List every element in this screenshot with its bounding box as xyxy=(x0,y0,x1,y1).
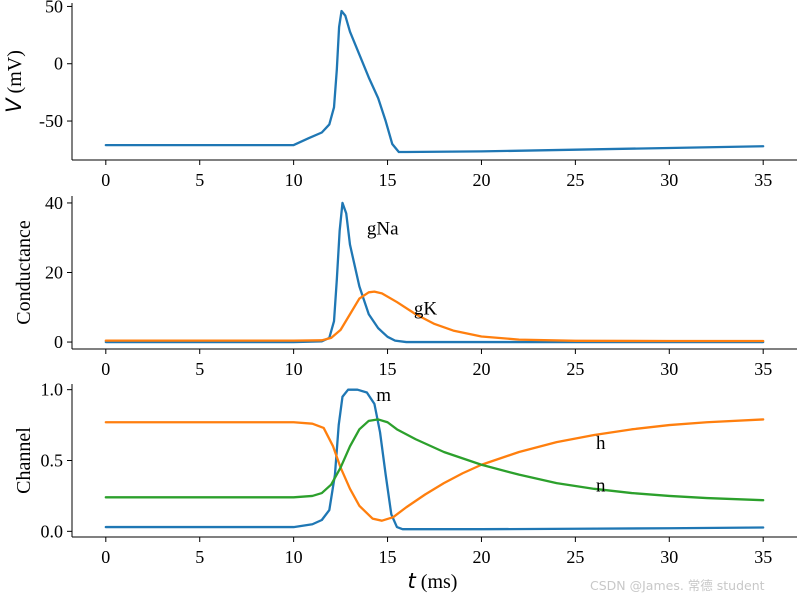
x-tick-label: 30 xyxy=(660,547,678,567)
x-tick-label: 0 xyxy=(101,170,110,190)
x-tick-label: 10 xyxy=(285,547,303,567)
panel-2: 0 5 10 15 20 25 30 35 0 20 40 gNa gK Conductance xyxy=(13,193,797,379)
y-axis-label: V (mV) xyxy=(2,50,26,113)
series-line-1 xyxy=(104,9,765,154)
x-tick-label: 30 xyxy=(660,170,678,190)
x-tick-label: 0 xyxy=(101,547,110,567)
series-label-gk: gK xyxy=(414,298,438,319)
series-line-gk xyxy=(104,290,765,343)
y-tick-label: 1.0 xyxy=(41,380,64,400)
x-tick-label: 15 xyxy=(379,170,397,190)
y-tick-label: 0 xyxy=(54,332,63,352)
x-tick-label: 20 xyxy=(472,547,490,567)
x-tick-label: 30 xyxy=(660,359,678,379)
series-label-m: m xyxy=(376,385,391,406)
y-axis-label-unit: (mV) xyxy=(4,50,26,98)
y-tick-label: 20 xyxy=(45,263,63,283)
x-tick-label: 0 xyxy=(101,359,110,379)
x-tick-label: 5 xyxy=(195,359,204,379)
x-tick-label: 15 xyxy=(379,359,397,379)
x-tick-label: 25 xyxy=(566,547,584,567)
x-tick-label: 10 xyxy=(285,359,303,379)
panel-1: 0 5 10 15 20 25 30 35 50 0 -50 V (mV) xyxy=(2,0,797,190)
y-axis-label: Channel xyxy=(13,427,35,494)
y-tick-label: 50 xyxy=(45,0,63,16)
x-tick-label: 5 xyxy=(195,170,204,190)
y-tick-label: 0.0 xyxy=(41,521,64,541)
x-tick-label: 20 xyxy=(472,170,490,190)
x-tick-label: 15 xyxy=(379,547,397,567)
watermark: CSDN @James. 常德 student xyxy=(590,578,765,593)
x-tick-label: 35 xyxy=(754,170,772,190)
series-label-h: h xyxy=(596,433,606,454)
y-tick-label: 40 xyxy=(45,193,63,213)
x-tick-label: 35 xyxy=(754,547,772,567)
x-axis-label-unit: (ms) xyxy=(416,571,458,593)
y-tick-label: 0.5 xyxy=(41,451,64,471)
x-tick-label: 35 xyxy=(754,359,772,379)
series-line-n xyxy=(104,418,765,502)
x-tick-label: 25 xyxy=(566,359,584,379)
panel-3: 0 5 10 15 20 25 30 35 0.0 0.5 1.0 m h n Channel t (ms) xyxy=(13,380,797,593)
series-line-h xyxy=(104,418,765,522)
y-tick-label: 0 xyxy=(54,54,63,74)
series-label-gna: gNa xyxy=(367,218,399,239)
series-line-m xyxy=(104,388,765,531)
x-tick-label: 5 xyxy=(195,547,204,567)
x-axis-label-symbol: t xyxy=(408,569,417,593)
x-tick-label: 20 xyxy=(472,359,490,379)
x-tick-label: 10 xyxy=(285,170,303,190)
y-axis-label: Conductance xyxy=(13,220,35,325)
series-label-n: n xyxy=(596,476,606,497)
x-tick-label: 25 xyxy=(566,170,584,190)
x-axis-label: t (ms) xyxy=(408,569,458,593)
y-axis-label-symbol: V xyxy=(2,97,26,113)
series-line-gna xyxy=(104,201,765,344)
y-tick-label: -50 xyxy=(39,111,63,131)
